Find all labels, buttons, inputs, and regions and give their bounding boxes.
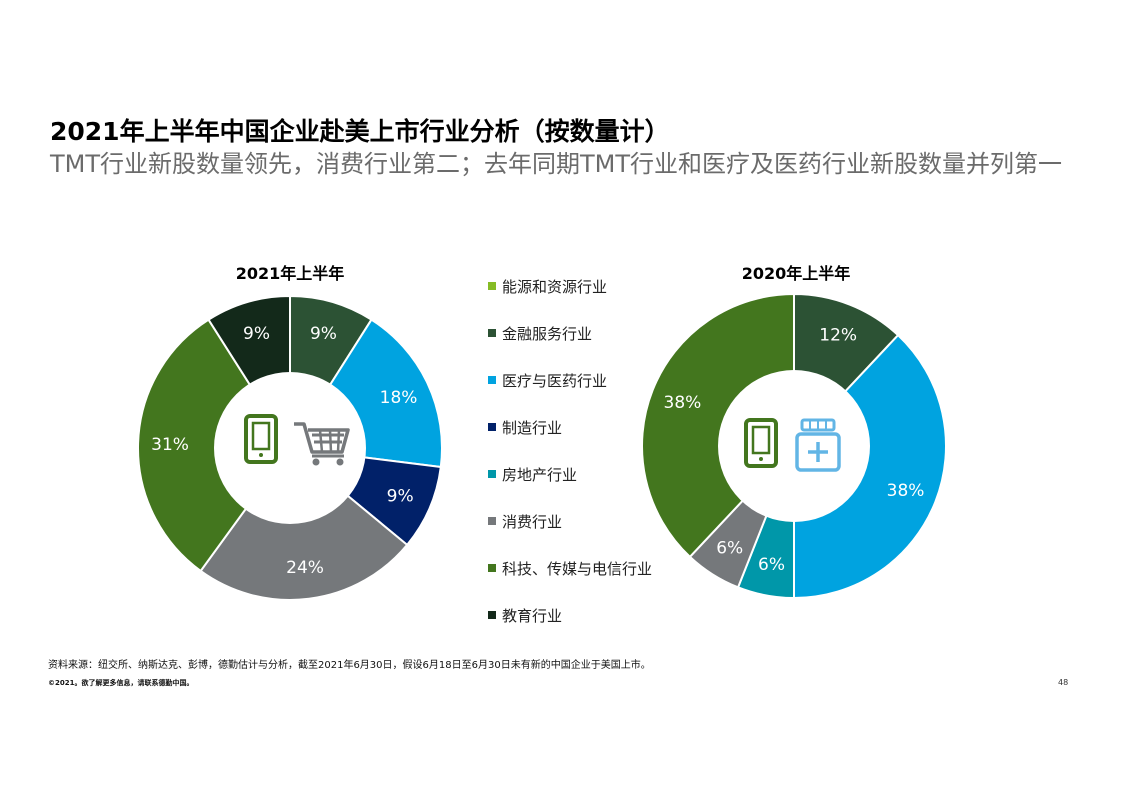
slice-label: 24%: [286, 558, 324, 578]
slice-label: 6%: [716, 538, 743, 558]
source-note: 资料来源：纽交所、纳斯达克、彭博，德勤估计与分析，截至2021年6月30日，假设…: [48, 660, 651, 671]
slice-label: 9%: [387, 487, 414, 507]
slice-label: 6%: [758, 555, 785, 575]
legend-label: 房地产行业: [502, 466, 578, 484]
legend-swatch: [488, 282, 496, 290]
legend-label: 能源和资源行业: [502, 278, 608, 296]
donut-hole: [214, 372, 366, 524]
legend-label: 医疗与医药行业: [502, 372, 608, 390]
legend-label: 制造行业: [502, 419, 563, 437]
donut-hole: [718, 370, 870, 522]
legend-swatch: [488, 329, 496, 337]
pie-slice: [793, 333, 947, 600]
legend-swatch: [488, 611, 496, 619]
legend-label: 科技、传媒与电信行业: [502, 560, 653, 578]
chart-title-2021: 2021年上半年: [235, 264, 345, 283]
tablet-icon: [244, 414, 278, 464]
legend-label: 消费行业: [502, 513, 563, 531]
medicine-bottle-icon: [795, 418, 841, 472]
legend-label: 金融服务行业: [502, 325, 593, 343]
legend-swatch: [488, 376, 496, 384]
page-number: 48: [1058, 678, 1069, 687]
slice-label: 38%: [887, 481, 925, 501]
shopping-cart-icon: [294, 422, 350, 466]
slice-label: 12%: [819, 325, 857, 345]
donut-chart-2021: 9% 18% 9% 24% 31% 9%: [137, 294, 443, 601]
pie-slice: [137, 318, 292, 573]
legend-swatch: [488, 564, 496, 572]
slice-label: 38%: [664, 393, 702, 413]
legend-swatch: [488, 423, 496, 431]
pie-slice: [199, 446, 409, 601]
slice-label: 18%: [380, 388, 418, 408]
slice-label: 9%: [310, 324, 337, 344]
pie-slice: [641, 292, 795, 559]
legend-label: 教育行业: [502, 607, 563, 625]
slice-label: 31%: [151, 435, 189, 455]
donut-chart-2020: 12% 38% 6% 6% 38%: [641, 292, 947, 600]
copyright-note: ©2021。欲了解更多信息，请联系德勤中国。: [48, 679, 194, 687]
page-subtitle: TMT行业新股数量领先，消费行业第二；去年同期TMT行业和医疗及医药行业新股数量…: [50, 150, 1063, 178]
legend-swatch: [488, 517, 496, 525]
chart-title-2020: 2020年上半年: [741, 264, 851, 283]
legend-swatch: [488, 470, 496, 478]
page-title: 2021年上半年中国企业赴美上市行业分析（按数量计）: [50, 117, 670, 146]
slice-label: 9%: [243, 324, 270, 344]
tablet-icon: [744, 418, 778, 468]
